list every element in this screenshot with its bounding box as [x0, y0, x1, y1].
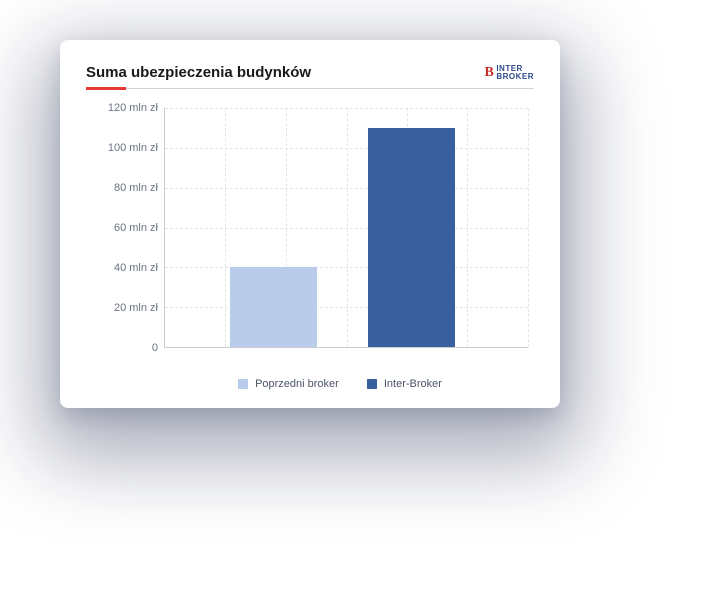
y-axis-label: 120 mln zł — [108, 102, 158, 114]
bar — [230, 267, 317, 347]
gridline-v — [528, 108, 529, 347]
underline-track — [126, 88, 534, 89]
bar-chart: 0 20 mln zł 40 mln zł 60 mln zł 80 mln zł 100… — [96, 108, 528, 368]
legend: Poprzedni broker Inter-Broker — [86, 378, 534, 390]
y-axis-label: 100 mln zł — [108, 142, 158, 154]
underline-accent — [86, 87, 126, 90]
brand-logo: B INTER BROKER — [484, 65, 534, 81]
chart-card: Suma ubezpieczenia budynków B INTER BROK… — [60, 40, 560, 408]
card-header: Suma ubezpieczenia budynków B INTER BROK… — [86, 64, 534, 81]
y-axis-label: 80 mln zł — [114, 182, 158, 194]
legend-label: Inter-Broker — [384, 378, 442, 390]
chart-title: Suma ubezpieczenia budynków — [86, 64, 311, 81]
legend-label: Poprzedni broker — [255, 378, 339, 390]
legend-swatch — [238, 379, 248, 389]
bar — [368, 128, 455, 347]
legend-item: Inter-Broker — [367, 378, 442, 390]
y-axis-label: 40 mln zł — [114, 262, 158, 274]
legend-swatch — [367, 379, 377, 389]
logo-text: INTER BROKER — [496, 65, 534, 81]
legend-item: Poprzedni broker — [238, 378, 339, 390]
gridline-v — [467, 108, 468, 347]
gridline-v — [225, 108, 226, 347]
gridline-v — [347, 108, 348, 347]
plot-area — [164, 108, 528, 348]
logo-line2: BROKER — [496, 73, 534, 81]
title-underline — [86, 87, 534, 90]
logo-mark: B — [484, 66, 494, 80]
y-axis-label: 60 mln zł — [114, 222, 158, 234]
y-axis-label: 0 — [152, 342, 158, 354]
y-axis-label: 20 mln zł — [114, 302, 158, 314]
